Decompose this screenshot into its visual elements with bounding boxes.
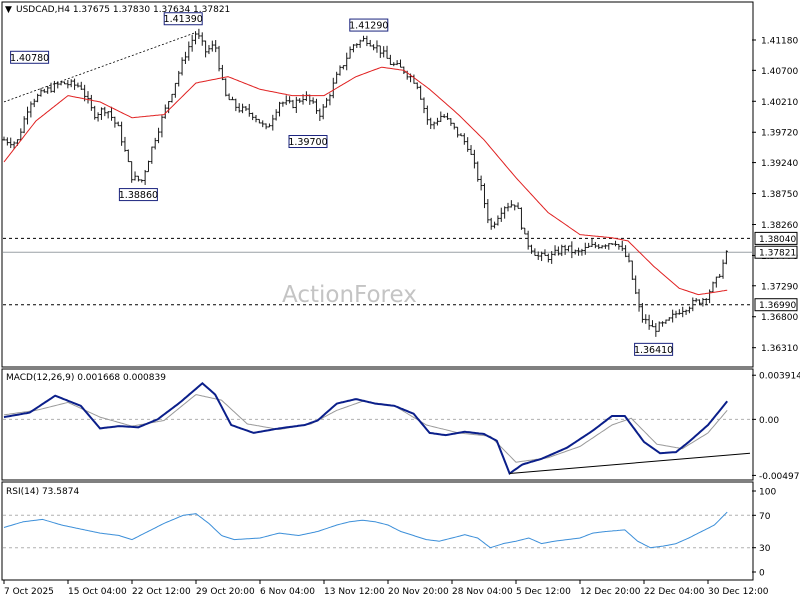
price-y-tick-label: 1.41180 [761,37,798,47]
price-y-tick-label: 1.40700 [761,67,798,77]
price-y-tick-label: 1.40210 [761,98,798,108]
price-bars [2,28,728,337]
rsi-y-tick-label: 0 [759,569,765,579]
price-label-box [634,342,674,356]
price-label-box [10,50,50,64]
price-y-tick-label: 1.36310 [761,344,798,354]
moving-average-line [3,66,728,296]
rsi-y-tick-label: 70 [759,512,771,522]
x-tick-label: 28 Nov 04:00 [452,587,513,597]
price-value-box [754,298,798,312]
macd-layer [3,381,752,476]
macd-y-tick-label: 0.003914 [759,372,800,382]
price-layer: 1.41390 1.40780 1.38860 1.41290 1.39700 1.364… [2,12,752,356]
macd-line [3,381,728,476]
x-tick-label: 22 Oct 12:00 [132,587,191,597]
watermark: ActionForex [282,282,417,308]
rsi-panel-frame [1,481,754,581]
macd-panel-frame [1,368,754,481]
price-value-box [754,245,798,259]
price-label-box [163,12,203,26]
x-tick-label: 13 Nov 12:00 [324,587,385,597]
macd-trendline [509,452,751,474]
x-tick-label: 6 Nov 04:00 [260,587,315,597]
macd-y-tick-label: 0.00 [759,416,779,426]
x-tick-label: 15 Oct 04:00 [68,587,127,597]
x-tick-label: 22 Dec 04:00 [644,587,705,597]
rsi-y-tick-label: 100 [759,488,776,498]
price-label-box [349,18,389,32]
x-tick-label: 7 Oct 2025 [4,587,54,597]
axis-layer: 1.41180 1.40700 1.40210 1.39720 1.39240 1.387… [3,37,800,597]
x-tick-label: 5 Dec 12:00 [516,587,571,597]
price-value-box [754,231,798,245]
price-value-box-label: 1.37821 [759,249,796,259]
rsi-title: RSI(14) 73.5874 [6,487,79,497]
x-tick-label: 20 Nov 20:00 [388,587,449,597]
price-panel-frame [1,1,754,368]
price-label: 1.40780 [10,53,49,64]
x-tick-label: 30 Dec 12:00 [708,587,769,597]
price-label: 1.41390 [164,14,203,25]
x-tick-label: 29 Oct 20:00 [196,587,255,597]
price-label-box [288,135,328,149]
macd-y-tick-label: -0.00497 [759,472,799,482]
price-y-tick-label: 1.37290 [761,282,798,292]
rsi-layer [3,511,752,549]
price-y-tick-label: 1.39720 [761,129,798,139]
price-y-tick-label: 1.36800 [761,313,798,323]
macd-title: MACD(12,26,9) 0.001668 0.000839 [6,373,166,383]
rsi-line [3,511,728,549]
price-y-tick-label: 1.38750 [761,190,798,200]
price-label: 1.38860 [119,190,158,201]
price-y-tick-label: 1.39240 [761,159,798,169]
x-tick-label: 12 Dec 20:00 [580,587,641,597]
rsi-y-tick-label: 30 [759,544,771,554]
price-value-box-label: 1.38040 [759,235,796,245]
chart-title: USDCAD,H4 1.37675 1.37830 1.37634 1.3782… [16,5,230,15]
price-value-box-label: 1.36990 [759,301,796,311]
price-label: 1.39700 [288,137,327,148]
price-y-tick-label: 1.38260 [761,221,798,231]
dropdown-arrow-icon[interactable]: ▼ [5,5,12,15]
price-label: 1.36410 [634,345,673,356]
price-label-box [118,188,158,202]
price-label: 1.41290 [349,21,388,32]
